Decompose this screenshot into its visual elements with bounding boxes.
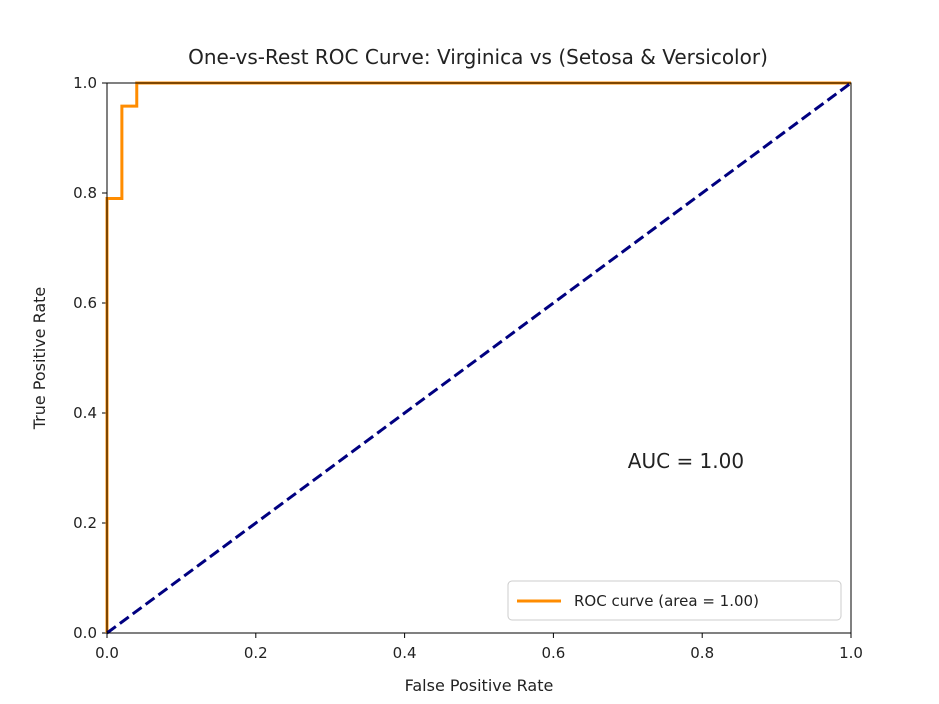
auc-annotation: AUC = 1.00 xyxy=(628,449,744,473)
chart-title: One-vs-Rest ROC Curve: Virginica vs (Set… xyxy=(188,45,768,69)
x-tick-label: 0.0 xyxy=(95,644,119,662)
y-axis-label: True Positive Rate xyxy=(30,287,49,431)
x-axis-label: False Positive Rate xyxy=(405,676,554,695)
x-tick-label: 0.8 xyxy=(690,644,714,662)
x-tick-label: 0.2 xyxy=(244,644,268,662)
x-tick-label: 1.0 xyxy=(839,644,863,662)
y-tick-label: 0.2 xyxy=(73,514,97,532)
plot-frame xyxy=(106,82,852,634)
legend: ROC curve (area = 1.00) xyxy=(507,580,842,621)
axis-ticks: 0.0 0.2 0.4 0.6 0.8 1.0 0.0 0.2 0.4 0.6 0.8 1.0 xyxy=(73,74,863,662)
y-tick-label: 0.0 xyxy=(73,624,97,642)
x-tick-label: 0.4 xyxy=(393,644,417,662)
y-tick-label: 0.8 xyxy=(73,184,97,202)
legend-box xyxy=(507,580,842,621)
chance-diagonal-line xyxy=(106,81,852,635)
y-tick-label: 0.6 xyxy=(73,294,97,312)
y-tick-label: 1.0 xyxy=(73,74,97,92)
y-tick-label: 0.4 xyxy=(73,404,97,422)
x-tick-label: 0.6 xyxy=(541,644,565,662)
legend-label-roc: ROC curve (area = 1.00) xyxy=(574,592,759,610)
